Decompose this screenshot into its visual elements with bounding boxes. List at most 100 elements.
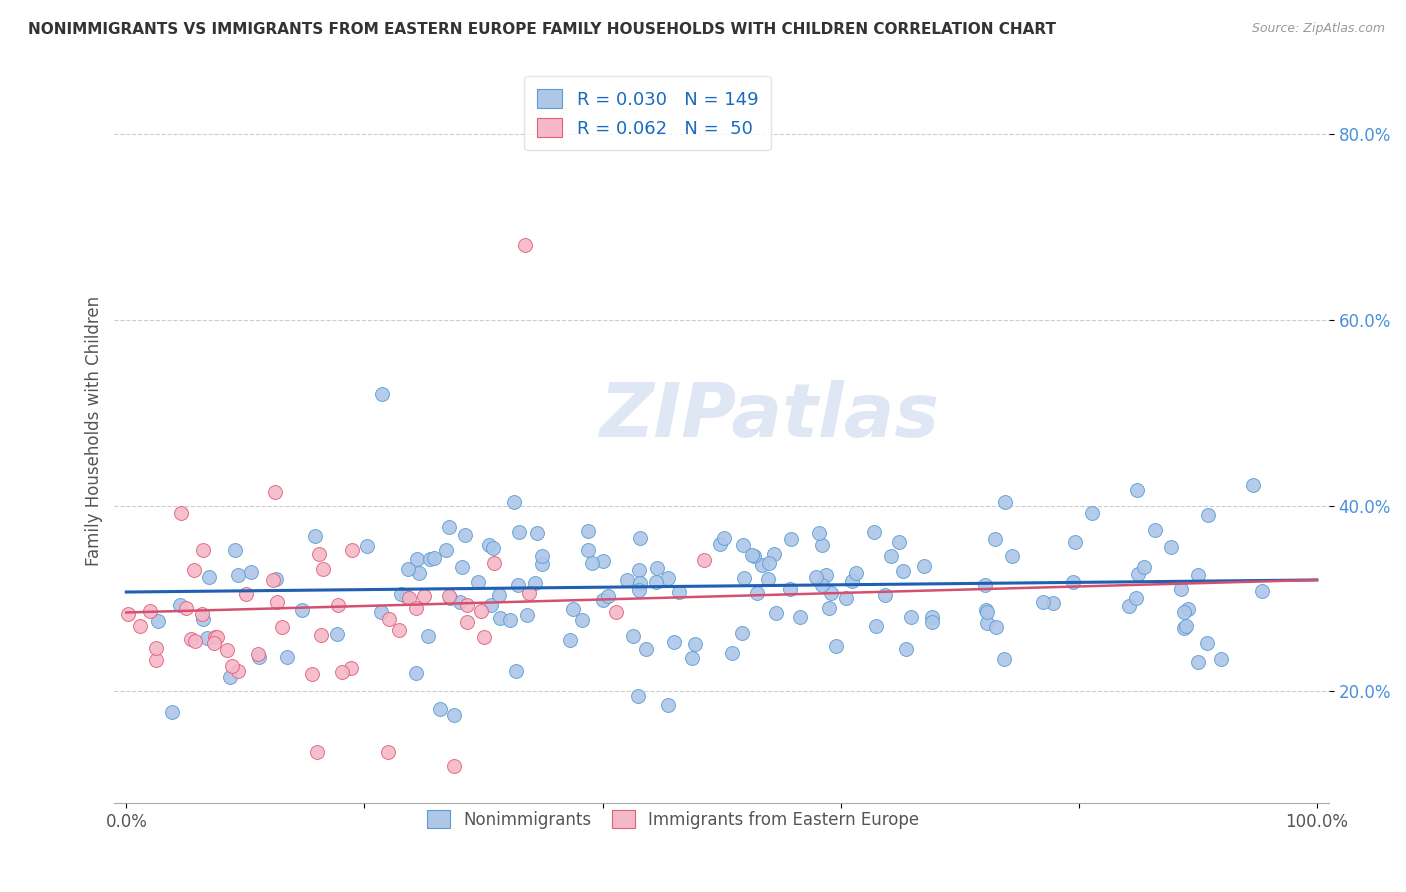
- Point: [330, 665, 353, 679]
- Point: [873, 588, 896, 602]
- Point: [423, 551, 446, 566]
- Point: [817, 601, 839, 615]
- Point: [139, 604, 162, 618]
- Point: [758, 556, 780, 570]
- Point: [129, 618, 152, 632]
- Point: [499, 614, 522, 628]
- Point: [443, 759, 465, 773]
- Point: [984, 620, 1007, 634]
- Point: [891, 564, 914, 578]
- Point: [733, 538, 755, 552]
- Point: [305, 745, 328, 759]
- Point: [984, 532, 1007, 546]
- Point: [145, 640, 167, 655]
- Point: [451, 560, 474, 574]
- Point: [202, 636, 225, 650]
- Point: [1144, 524, 1167, 538]
- Point: [976, 606, 998, 620]
- Point: [1042, 596, 1064, 610]
- Point: [815, 568, 838, 582]
- Point: [900, 610, 922, 624]
- Point: [412, 590, 434, 604]
- Point: [681, 651, 703, 665]
- Point: [1170, 582, 1192, 596]
- Point: [685, 637, 707, 651]
- Point: [592, 593, 614, 607]
- Point: [1125, 591, 1147, 606]
- Point: [807, 525, 830, 540]
- Point: [276, 649, 298, 664]
- Point: [636, 642, 658, 657]
- Point: [731, 626, 754, 640]
- Point: [205, 630, 228, 644]
- Point: [811, 538, 834, 552]
- Point: [224, 543, 246, 558]
- Point: [191, 612, 214, 626]
- Point: [443, 707, 465, 722]
- Point: [976, 615, 998, 630]
- Point: [780, 532, 803, 546]
- Point: [657, 571, 679, 585]
- Point: [396, 562, 419, 576]
- Point: [184, 634, 207, 648]
- Point: [627, 689, 650, 703]
- Point: [709, 536, 731, 550]
- Point: [378, 612, 401, 626]
- Point: [264, 572, 287, 586]
- Point: [1241, 478, 1264, 492]
- Point: [301, 667, 323, 681]
- Point: [880, 549, 903, 563]
- Point: [370, 606, 392, 620]
- Point: [226, 568, 249, 582]
- Text: NONIMMIGRANTS VS IMMIGRANTS FROM EASTERN EUROPE FAMILY HOUSEHOLDS WITH CHILDREN : NONIMMIGRANTS VS IMMIGRANTS FROM EASTERN…: [28, 22, 1056, 37]
- Point: [204, 630, 226, 644]
- Point: [195, 631, 218, 645]
- Point: [388, 624, 411, 638]
- Point: [191, 607, 214, 621]
- Point: [235, 587, 257, 601]
- Point: [721, 646, 744, 660]
- Point: [820, 586, 842, 600]
- Point: [489, 611, 512, 625]
- Point: [308, 547, 330, 561]
- Point: [266, 594, 288, 608]
- Point: [526, 526, 548, 541]
- Point: [395, 590, 418, 604]
- Point: [628, 575, 651, 590]
- Point: [1251, 584, 1274, 599]
- Point: [1197, 508, 1219, 523]
- Point: [993, 652, 1015, 666]
- Point: [221, 658, 243, 673]
- Point: [371, 387, 394, 401]
- Point: [1062, 574, 1084, 589]
- Point: [1032, 595, 1054, 609]
- Point: [340, 543, 363, 558]
- Point: [309, 628, 332, 642]
- Point: [484, 557, 506, 571]
- Point: [356, 540, 378, 554]
- Point: [921, 610, 943, 624]
- Point: [429, 702, 451, 716]
- Point: [439, 589, 461, 603]
- Point: [1187, 655, 1209, 669]
- Point: [191, 543, 214, 558]
- Point: [896, 642, 918, 657]
- Point: [456, 615, 478, 629]
- Point: [571, 613, 593, 627]
- Text: ZIPatlas: ZIPatlas: [600, 380, 941, 453]
- Point: [117, 607, 139, 621]
- Point: [408, 566, 430, 580]
- Point: [479, 598, 502, 612]
- Point: [1125, 483, 1147, 498]
- Point: [180, 632, 202, 647]
- Point: [628, 531, 651, 545]
- Point: [713, 531, 735, 545]
- Point: [1133, 559, 1156, 574]
- Point: [1126, 566, 1149, 581]
- Point: [488, 588, 510, 602]
- Point: [668, 585, 690, 599]
- Point: [835, 591, 858, 605]
- Y-axis label: Family Households with Children: Family Households with Children: [86, 296, 103, 566]
- Point: [531, 557, 554, 571]
- Point: [578, 524, 600, 538]
